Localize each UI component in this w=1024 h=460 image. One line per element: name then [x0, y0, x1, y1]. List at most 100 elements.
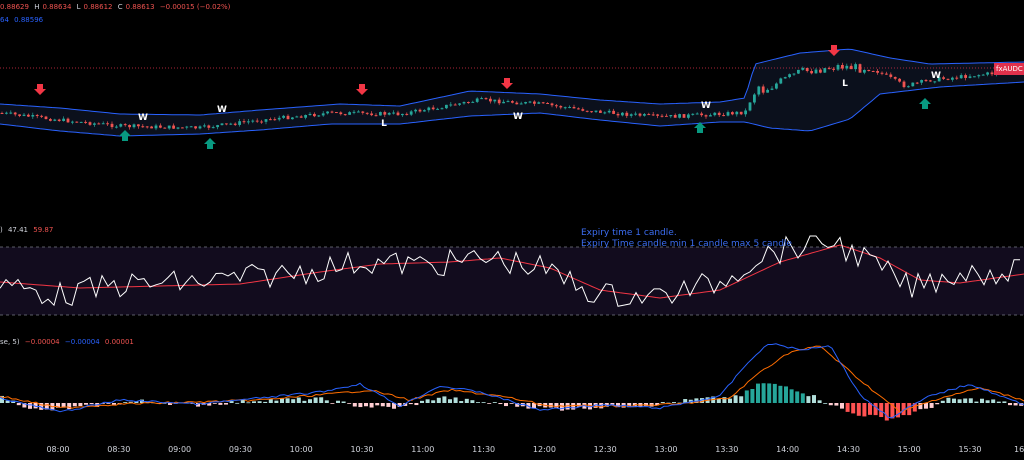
candle-body	[418, 109, 422, 112]
candle-body	[889, 74, 893, 77]
candle-body	[352, 111, 356, 113]
macd-histogram-bar	[784, 386, 788, 403]
candle-body	[973, 76, 976, 78]
candle-body	[981, 74, 985, 76]
candle-body	[93, 123, 96, 125]
macd-histogram-bar	[487, 403, 492, 404]
candle-body	[678, 114, 681, 118]
macd-histogram-bar	[0, 395, 4, 403]
macd-value-3: 0.00001	[104, 338, 134, 346]
macd-histogram-bar	[996, 401, 1001, 403]
macd-histogram-bar	[806, 396, 811, 403]
candle-body	[203, 125, 206, 127]
candle-body	[189, 126, 193, 128]
macd-histogram-bar	[268, 399, 273, 403]
candle-body	[348, 112, 351, 115]
macd-value-2: −0.00004	[64, 338, 100, 346]
macd-histogram-bar	[145, 401, 150, 403]
candle-body	[220, 123, 224, 126]
candle-body	[497, 99, 501, 104]
signal-arrow-down-icon	[356, 84, 368, 95]
candle-body	[625, 112, 629, 116]
candle-body	[84, 121, 87, 123]
macd-histogram-bar	[789, 389, 794, 403]
macd-histogram-bar	[106, 403, 111, 404]
candle-body	[141, 126, 145, 128]
macd-histogram-bar	[358, 403, 363, 408]
candle-body	[137, 124, 140, 127]
time-axis-tick-label: 08:30	[107, 445, 131, 454]
macd-histogram-bar	[324, 400, 329, 403]
macd-histogram-bar	[560, 403, 564, 411]
macd-histogram-bar	[44, 403, 49, 410]
bollinger-value-1: 64	[0, 16, 9, 24]
time-axis-tick-label: 09:30	[228, 445, 252, 454]
macd-histogram-bar	[907, 403, 912, 416]
macd-histogram-bar	[39, 403, 44, 410]
macd-histogram-bar	[868, 403, 872, 415]
bollinger-legend: 64 0.88596	[0, 16, 46, 24]
close-label: C	[117, 3, 123, 11]
macd-histogram-bar	[347, 403, 352, 404]
candle-body	[871, 70, 875, 72]
candle-body	[475, 98, 479, 102]
candle-body	[57, 119, 61, 121]
macd-histogram-bar	[845, 403, 850, 412]
candle-body	[207, 125, 211, 128]
macd-histogram-bar	[963, 398, 968, 403]
candle-body	[31, 115, 35, 117]
candle-body	[238, 121, 241, 125]
candle-body	[260, 121, 263, 123]
macd-histogram-bar	[750, 389, 755, 403]
macd-histogram-bar	[61, 403, 66, 408]
candle-body	[172, 125, 175, 129]
macd-histogram-bar	[817, 400, 822, 403]
macd-histogram-bar	[901, 403, 906, 416]
candle-body	[577, 108, 580, 110]
candle-body	[255, 120, 259, 122]
macd-histogram-bar	[991, 399, 996, 403]
low-value: 0.88612	[83, 3, 113, 11]
candle-body	[467, 102, 470, 104]
candle-body	[159, 125, 162, 128]
candle-body	[493, 99, 497, 102]
macd-histogram-bar	[89, 403, 94, 405]
result-mark: W	[138, 113, 148, 123]
candle-body	[75, 121, 79, 123]
candle-body	[247, 121, 250, 123]
candle-body	[722, 115, 725, 117]
candle-body	[88, 122, 92, 125]
macd-histogram-bar	[800, 393, 805, 403]
candle-body	[559, 106, 563, 108]
macd-histogram-bar	[5, 400, 10, 403]
candle-body	[827, 68, 831, 70]
macd-histogram-bar	[336, 400, 340, 403]
macd-histogram-bar	[397, 403, 402, 407]
time-axis-tick-label: 10:00	[289, 445, 313, 454]
macd-histogram-bar	[498, 403, 503, 405]
macd-histogram-bar	[924, 403, 928, 409]
candle-body	[436, 108, 439, 110]
candle-body	[823, 68, 827, 73]
expiry-annotation-1: Expiry time 1 candle.	[581, 228, 677, 238]
rsi-value-2: 59.87	[33, 226, 54, 234]
candle-body	[990, 72, 994, 75]
result-mark: W	[701, 101, 711, 111]
macd-histogram-bar	[918, 403, 923, 410]
expiry-annotation-2: Expiry Time candle min 1 candle max 5 ca…	[581, 239, 792, 249]
candle-body	[335, 112, 338, 114]
candle-body	[317, 115, 321, 117]
rsi-value-1: 47.41	[7, 226, 29, 234]
candle-body	[194, 126, 197, 129]
macd-histogram-bar	[834, 403, 839, 406]
candle-body	[357, 111, 360, 113]
bollinger-lower-band	[0, 81, 1024, 137]
macd-histogram-bar	[453, 397, 458, 403]
macd-histogram-bar	[627, 403, 632, 408]
candle-body	[757, 86, 761, 95]
macd-histogram-bar	[884, 403, 889, 421]
candle-body	[106, 123, 109, 125]
candle-body	[599, 110, 602, 113]
